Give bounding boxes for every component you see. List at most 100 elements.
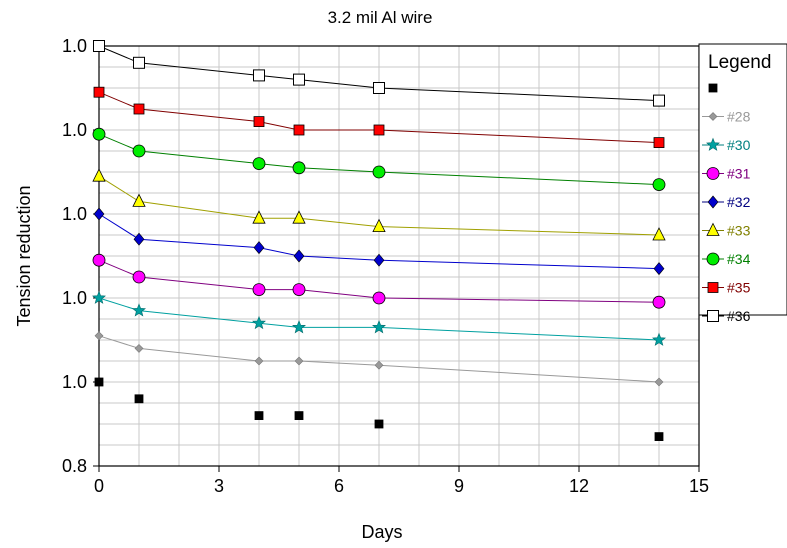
legend-marker (708, 83, 718, 93)
y-tick-label: 1.0 (62, 120, 87, 140)
data-point (652, 295, 666, 309)
x-tick-label: 3 (214, 476, 224, 496)
legend-marker (706, 252, 720, 266)
y-axis-label: Tension reduction (14, 185, 34, 326)
data-point (652, 227, 666, 241)
data-point (653, 137, 665, 149)
data-point (132, 144, 146, 158)
series-line (98, 213, 660, 270)
data-point (654, 432, 664, 442)
legend-label: #31 (727, 166, 751, 182)
x-tick-label: 9 (454, 476, 464, 496)
series-33 (92, 168, 666, 241)
data-point (654, 377, 664, 387)
legend-item: #34 (702, 251, 751, 267)
legend-item (708, 83, 718, 93)
data-point (372, 165, 386, 179)
legend-label: #30 (727, 137, 751, 153)
data-point (252, 210, 266, 224)
legend-item: #31 (702, 166, 751, 182)
legend-marker (707, 282, 719, 293)
data-point (653, 94, 665, 107)
legend-marker (707, 310, 719, 322)
x-tick-label: 12 (569, 476, 589, 496)
data-point (374, 360, 384, 370)
legend-marker (707, 195, 719, 209)
y-tick-label: 0.8 (62, 456, 87, 476)
data-point (373, 82, 385, 94)
data-point (93, 40, 105, 52)
data-point (132, 270, 146, 284)
legend-item: #36 (702, 308, 751, 324)
data-point (133, 232, 145, 246)
data-point (93, 207, 105, 221)
legend-marker (706, 137, 720, 151)
legend-marker (708, 112, 718, 121)
data-point (372, 218, 386, 233)
data-point (372, 320, 386, 334)
data-point (133, 103, 145, 115)
data-point (294, 356, 304, 366)
legend-label: #35 (727, 280, 751, 296)
data-point (293, 124, 305, 136)
data-point (292, 210, 306, 224)
series-36 (93, 40, 665, 107)
y-tick-label: 1.0 (62, 288, 87, 308)
data-point (92, 253, 106, 267)
data-point (293, 73, 305, 86)
x-tick-label: 0 (94, 476, 104, 496)
y-tick-label: 1.0 (62, 204, 87, 224)
series-28 (94, 331, 664, 387)
data-point (652, 332, 666, 346)
x-tick-label: 6 (334, 476, 344, 496)
data-point (373, 124, 385, 136)
series-35 (93, 86, 665, 149)
data-point (134, 394, 144, 404)
data-point (94, 331, 104, 341)
data-point (92, 127, 106, 141)
legend-label: #34 (727, 251, 751, 267)
legend-marker (706, 167, 720, 180)
data-point (94, 377, 104, 387)
legend-label: #28 (727, 109, 751, 125)
data-point (253, 241, 265, 255)
legend-item: #33 (702, 223, 751, 239)
data-point (374, 419, 384, 429)
data-point (252, 283, 266, 297)
x-axis-label: Days (361, 522, 402, 542)
data-point (252, 315, 266, 330)
data-point (292, 161, 306, 175)
data-point (253, 69, 265, 82)
legend-item: #35 (702, 280, 751, 296)
x-tick-label: 15 (689, 476, 709, 496)
series-unnamed (94, 377, 664, 442)
data-point (653, 262, 665, 276)
data-point (252, 157, 266, 171)
legend-item: #30 (702, 137, 751, 153)
y-tick-label: 1.0 (62, 36, 87, 56)
legend-item: #32 (702, 194, 751, 210)
series-line (98, 133, 660, 186)
data-point (372, 291, 386, 305)
legend-title: Legend (708, 52, 771, 73)
data-point (92, 290, 106, 304)
data-point (92, 168, 106, 182)
series-line (98, 45, 660, 102)
y-tick-label: 1.0 (62, 372, 87, 392)
data-point (294, 411, 304, 421)
series-30 (92, 290, 666, 346)
data-point (132, 303, 146, 317)
series-line (98, 175, 660, 236)
data-point (133, 56, 145, 69)
data-point (254, 411, 264, 421)
data-point (254, 356, 264, 366)
data-point (293, 249, 305, 263)
series-line (98, 91, 660, 144)
legend-label: #33 (727, 223, 751, 239)
legend-label: #32 (727, 194, 751, 210)
legend-item: #28 (702, 109, 751, 125)
data-point (373, 253, 385, 267)
data-point (253, 116, 265, 127)
data-point (292, 320, 306, 334)
